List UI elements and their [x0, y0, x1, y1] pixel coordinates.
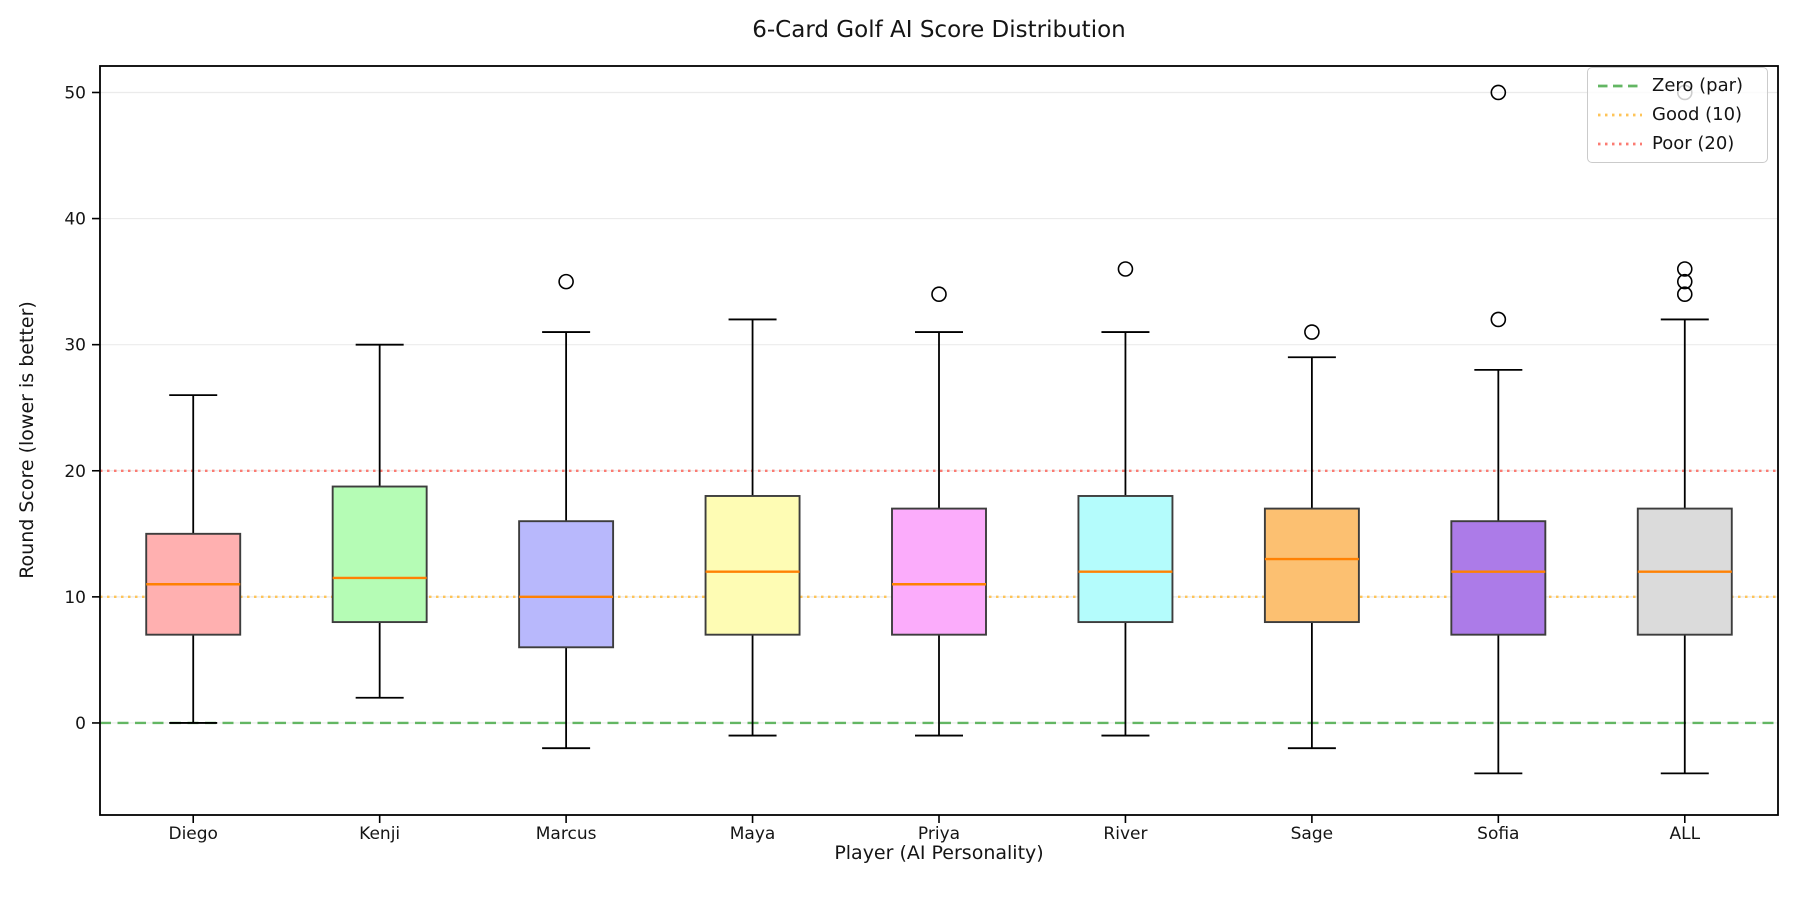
- xtick-label-kenji: Kenji: [359, 824, 400, 844]
- legend-item-good-10: Good (10): [1597, 106, 1759, 124]
- box-maya: [704, 495, 801, 636]
- xtick-label-maya: Maya: [730, 824, 776, 844]
- outlier-river-36: [1117, 261, 1134, 277]
- outlier-marcus-35: [558, 273, 574, 290]
- dotted-line-swatch: [1598, 113, 1642, 117]
- outlier-all-36: [1676, 261, 1693, 277]
- legend-item-zero-par: Zero (par): [1597, 77, 1759, 95]
- legend-label-zero: Zero (par): [1652, 75, 1744, 96]
- y-axis-label: Round Score (lower is better): [16, 301, 38, 579]
- box-river: [1077, 495, 1174, 624]
- outlier-priya-34: [931, 286, 947, 303]
- box-kenji: [331, 485, 428, 624]
- legend-item-poor-20: Poor (20): [1597, 135, 1759, 153]
- outlier-sofia-32: [1490, 311, 1507, 328]
- xtick-label-priya: Priya: [918, 824, 960, 844]
- chart-title: 6-Card Golf AI Score Distribution: [752, 17, 1126, 43]
- box-marcus: [518, 520, 615, 649]
- xtick-label-river: River: [1103, 824, 1147, 844]
- box-sofia: [1450, 520, 1547, 636]
- x-axis-label: Player (AI Personality): [834, 842, 1044, 864]
- box-priya: [891, 507, 987, 636]
- outlier-sage-31: [1304, 324, 1320, 340]
- ytick-label-50: 50: [64, 83, 86, 103]
- outlier-sofia-50: [1490, 84, 1507, 101]
- ytick-label-40: 40: [64, 210, 86, 230]
- outlier-all-34: [1676, 286, 1693, 303]
- ytick-label-20: 20: [64, 462, 86, 482]
- legend: Zero (par) Good (10) Poor (20): [1587, 67, 1768, 163]
- xtick-label-all: ALL: [1669, 824, 1700, 844]
- xtick-label-diego: Diego: [168, 824, 217, 844]
- legend-label-poor: Poor (20): [1652, 133, 1735, 154]
- ytick-label-30: 30: [64, 336, 86, 356]
- dotted-line-swatch: [1598, 142, 1642, 146]
- legend-label-good: Good (10): [1652, 104, 1743, 125]
- dashed-line-swatch: [1598, 84, 1642, 88]
- ytick-label-0: 0: [75, 714, 86, 734]
- outlier-all-35: [1676, 273, 1693, 290]
- xtick-label-sage: Sage: [1291, 824, 1333, 844]
- xtick-label-marcus: Marcus: [536, 824, 597, 844]
- box-sage: [1263, 507, 1360, 624]
- xtick-label-sofia: Sofia: [1477, 824, 1519, 844]
- ytick-label-10: 10: [64, 588, 86, 608]
